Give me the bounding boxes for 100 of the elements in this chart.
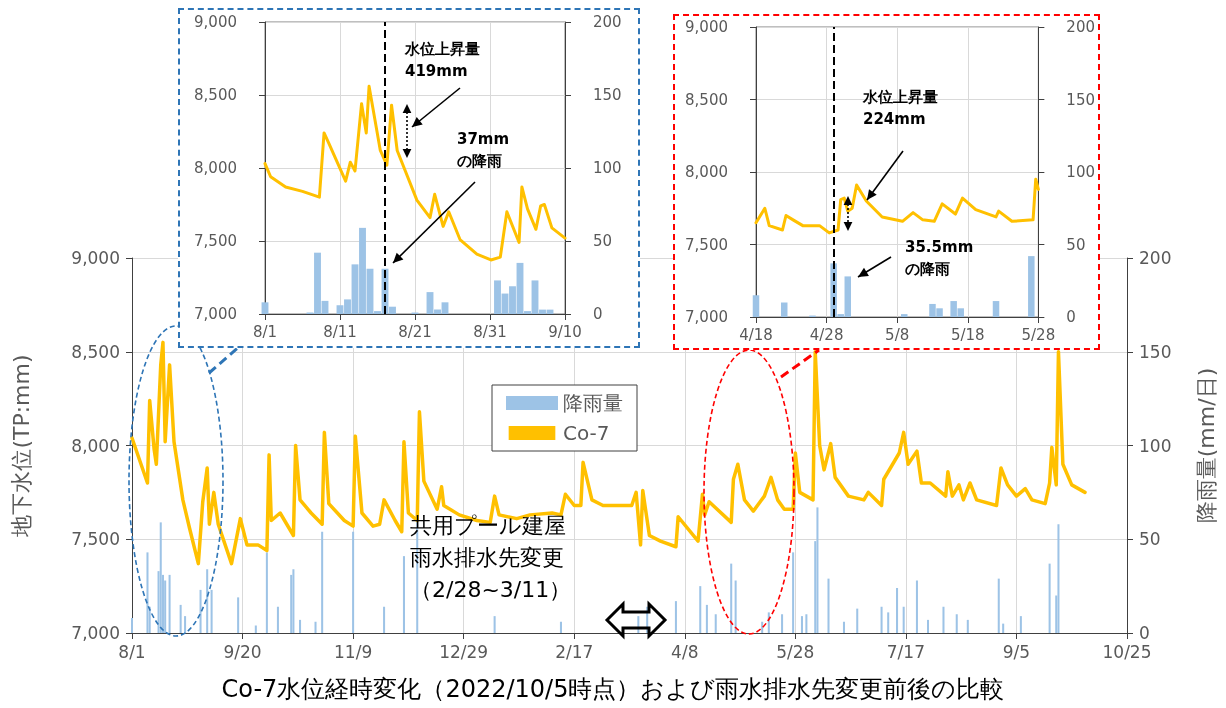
bar: [699, 586, 702, 633]
bar: [299, 619, 302, 633]
y-tick-label: 8,500: [685, 90, 728, 109]
bar: [1002, 623, 1005, 633]
bar: [321, 531, 324, 633]
x-tick-label: 5/28: [776, 641, 815, 662]
bar: [168, 574, 171, 633]
y2-tick-label: 0: [1139, 623, 1150, 643]
bar: [559, 621, 562, 633]
x-tick-label: 5/8: [885, 325, 910, 344]
y-tick-label: 9,000: [194, 13, 237, 31]
bar: [856, 608, 859, 633]
x-tick-label: 2/17: [555, 641, 594, 662]
bar: [816, 507, 819, 633]
y2-tick-label: 100: [1139, 435, 1172, 456]
y-tick-label: 7,000: [71, 623, 120, 643]
x-tick-label: 8/31: [473, 322, 507, 341]
annotation: 水位上昇量 224mm: [862, 87, 938, 128]
bar: [674, 601, 677, 633]
bar: [761, 621, 764, 633]
bar: [237, 597, 240, 633]
x-tick-label: 8/1: [252, 322, 278, 341]
bar: [1019, 616, 1022, 633]
bar: [896, 588, 899, 633]
y2-tick-label: 0: [593, 305, 603, 323]
y2-tick-label: 0: [1066, 308, 1076, 326]
legend-label: 降雨量: [563, 391, 623, 415]
x-tick-label: 4/28: [809, 325, 844, 344]
bar: [130, 618, 134, 633]
x-tick-label: 11/9: [334, 641, 373, 662]
x-tick-label: 4/18: [739, 325, 773, 344]
bar: [714, 614, 717, 633]
bar: [752, 295, 760, 317]
bar: [915, 580, 918, 633]
y-tick-label: 7,000: [685, 308, 728, 326]
bar: [383, 606, 386, 633]
x-tick-label: 8/1: [118, 641, 146, 662]
y2-tick-label: 200: [593, 13, 622, 31]
bar: [1028, 256, 1035, 317]
annotation: 35.5mm の降雨: [905, 237, 974, 278]
bar: [887, 612, 890, 633]
legend-label: Co-7: [563, 421, 610, 445]
bar: [734, 580, 737, 633]
bar: [842, 621, 845, 633]
bar: [992, 301, 1000, 317]
y2-tick-label: 150: [1139, 341, 1172, 362]
y-axis-title: 地下水位(TP:mm): [8, 354, 34, 538]
x-tick-label: 10/25: [1102, 641, 1152, 662]
bar: [254, 625, 257, 633]
x-tick-label: 4/8: [671, 641, 699, 662]
bar: [966, 619, 969, 633]
bar: [900, 314, 908, 317]
y-tick-label: 8,000: [685, 163, 728, 181]
bar: [1048, 563, 1051, 633]
bar: [199, 589, 202, 633]
x-tick-label: 9/10: [548, 322, 582, 341]
y-tick-label: 8,000: [71, 435, 120, 456]
bar: [159, 522, 162, 633]
y-tick-label: 8,000: [194, 159, 237, 177]
bar: [902, 606, 905, 633]
y2-tick-label: 150: [1066, 90, 1096, 109]
bar: [292, 569, 295, 633]
annotation: 共用プール建屋雨水排水先変更（2/28~3/11）: [410, 513, 572, 603]
bar: [997, 578, 1000, 633]
y-tick-label: 7,500: [71, 529, 120, 550]
y2-tick-label: 50: [1139, 529, 1161, 550]
x-tick-label: 8/21: [398, 322, 432, 341]
bar: [926, 619, 930, 633]
y-tick-label: 8,500: [71, 341, 120, 362]
bar: [210, 589, 213, 633]
y2-tick-label: 150: [593, 86, 622, 104]
bar: [827, 578, 830, 633]
bar: [880, 606, 883, 633]
y-tick-label: 7,000: [194, 305, 237, 323]
bar: [314, 621, 317, 633]
y2-tick-label: 200: [1066, 18, 1096, 36]
x-tick-label: 5/28: [1021, 325, 1056, 344]
bar: [942, 606, 945, 633]
y-tick-label: 8,500: [194, 86, 237, 104]
bar: [781, 614, 784, 633]
x-tick-label: 12/29: [439, 641, 489, 662]
annotation: 37mm の降雨: [457, 129, 510, 170]
y2-axis-title: 降雨量(mm/日): [1193, 367, 1219, 524]
y-tick-label: 9,000: [685, 18, 728, 36]
x-tick-label: 9/20: [223, 641, 262, 662]
bar: [265, 552, 268, 633]
text: Co-7水位経時変化（2022/10/5時点）および雨水排水先変更前後の比較: [221, 675, 1005, 703]
bar: [352, 531, 355, 633]
y-tick-label: 7,500: [685, 235, 728, 254]
bar: [493, 616, 496, 633]
y-tick-label: 7,500: [194, 232, 237, 250]
y2-tick-label: 200: [1139, 248, 1172, 268]
y2-tick-label: 100: [593, 159, 622, 177]
line-series: [130, 340, 1087, 566]
bar: [146, 552, 149, 633]
y-tick-label: 9,000: [71, 248, 120, 268]
bar: [206, 569, 209, 633]
bar: [179, 604, 182, 633]
x-tick-label: 7/17: [886, 641, 925, 662]
bar: [955, 614, 958, 633]
